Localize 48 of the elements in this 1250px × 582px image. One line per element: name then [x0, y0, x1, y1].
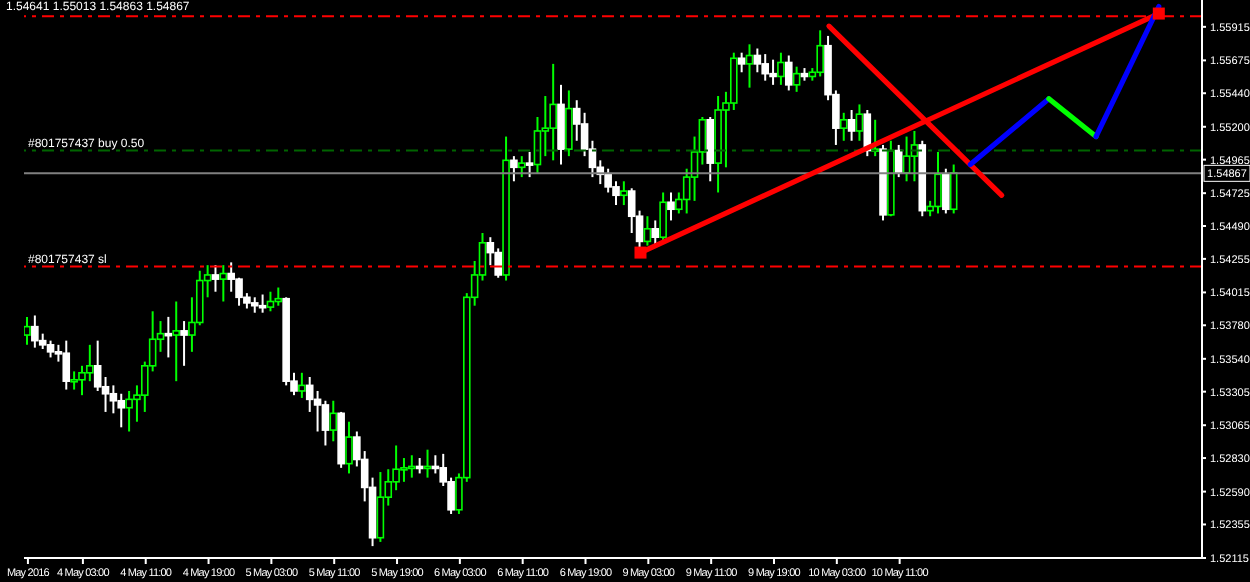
candlestick	[620, 180, 628, 207]
candlestick	[180, 320, 188, 367]
candlestick	[125, 389, 133, 433]
candlestick	[376, 471, 385, 543]
candlestick	[784, 54, 793, 92]
candlestick	[345, 420, 353, 475]
candlestick	[274, 286, 283, 307]
candlestick	[667, 191, 675, 222]
candlestick	[211, 264, 220, 293]
candlestick	[321, 399, 330, 447]
candlestick	[737, 51, 746, 74]
candlestick	[565, 89, 573, 158]
candlestick	[839, 111, 848, 142]
candlestick	[62, 339, 71, 391]
candlestick	[816, 29, 824, 78]
candlestick	[847, 109, 856, 142]
candlestick	[329, 399, 338, 443]
candlestick	[706, 116, 715, 183]
candlestick	[227, 261, 235, 293]
candlestick	[219, 264, 228, 303]
candlestick	[769, 58, 777, 86]
candlestick	[298, 371, 306, 399]
candlestick	[525, 150, 534, 179]
candlestick	[651, 219, 660, 247]
candlestick	[894, 143, 903, 179]
candlestick	[172, 300, 181, 383]
candlestick	[659, 191, 667, 243]
candlestick	[93, 339, 102, 392]
candlestick	[942, 167, 950, 215]
candlestick	[266, 290, 275, 313]
candlestick	[792, 65, 801, 93]
candlestick	[643, 215, 652, 247]
candlestick	[871, 118, 879, 158]
candlestick	[549, 62, 557, 162]
candlestick	[408, 454, 416, 479]
candlestick	[557, 83, 565, 166]
candlestick	[31, 314, 39, 349]
candlestick	[70, 370, 78, 391]
candlestick	[855, 103, 864, 142]
candlestick	[777, 51, 785, 86]
candlestick	[517, 155, 526, 179]
candlestick	[510, 155, 518, 183]
candlestick	[934, 150, 942, 215]
candlestick	[745, 43, 754, 89]
candlestick	[761, 53, 770, 82]
candlestick	[117, 392, 126, 429]
candlestick	[753, 47, 762, 74]
candlestick	[24, 315, 31, 346]
